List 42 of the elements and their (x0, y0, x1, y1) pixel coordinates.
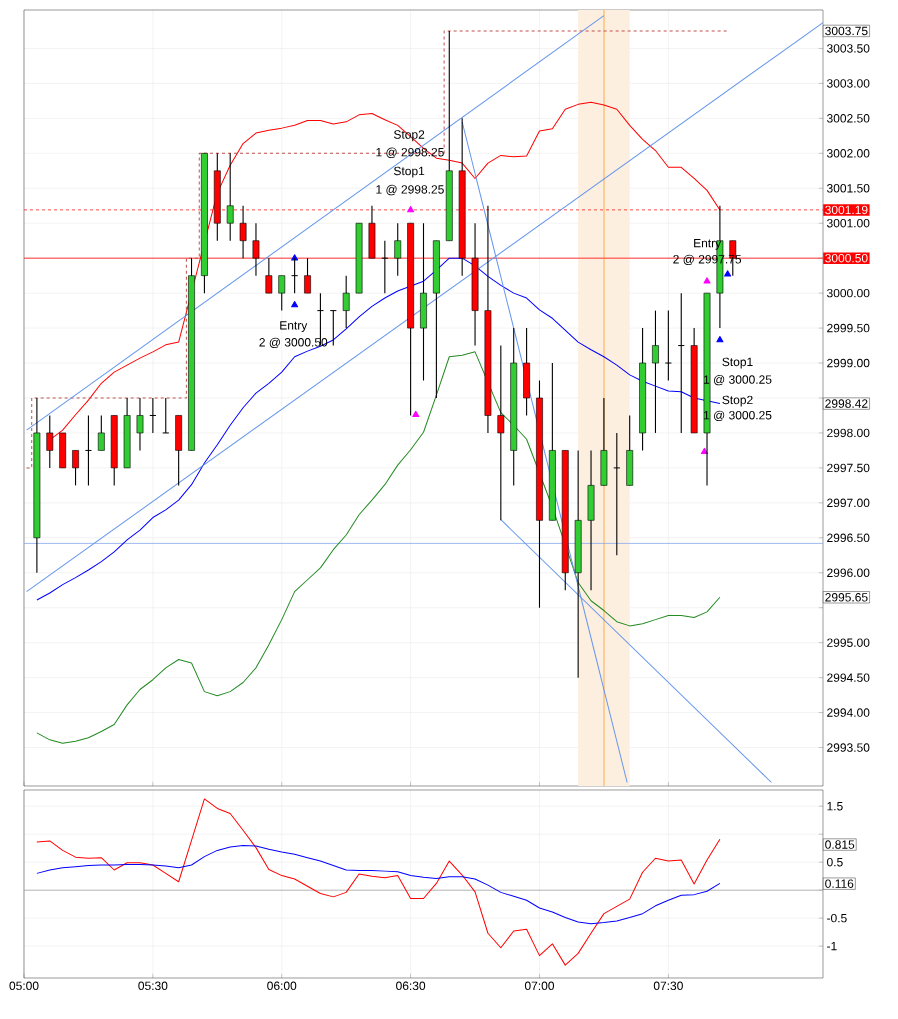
y-tick-label: 3002.50 (826, 114, 870, 123)
y-tick-label: 2997.00 (827, 498, 870, 508)
y-tick-label: 3000.00 (826, 288, 870, 298)
annotation: Stop2 (722, 395, 753, 407)
y-tick-label: 2996.50 (827, 533, 870, 543)
y-tick-label: 3002.00 (826, 149, 870, 158)
y-tick-label: 2994.50 (827, 673, 870, 682)
ref-line-label: 3001.19 (825, 205, 868, 215)
annotation: Stop1 (722, 357, 753, 369)
y-tick-label: 0.5 (827, 857, 843, 867)
y-tick-label: 2993.50 (827, 743, 870, 752)
y-tick-label: 2995.00 (827, 638, 870, 647)
x-tick-label: 05:00 (9, 981, 39, 991)
text: 0.116 (825, 879, 854, 888)
annotation: Entry (280, 321, 308, 332)
y-tick-label: -0.5 (827, 913, 847, 923)
ref-line-label: 3000.50 (825, 253, 868, 263)
y-tick-label: 3001.00 (826, 218, 870, 228)
annotation: 1 @ 2998.25 (376, 184, 444, 196)
y-tick-label: 3003.50 (826, 44, 870, 53)
x-tick-label: 06:00 (267, 981, 297, 991)
y-tick-label: 2994.00 (827, 708, 870, 717)
y-tick-label: 3003.00 (826, 79, 870, 88)
y-tick-label: 2997.50 (827, 463, 870, 473)
y-tick-label: 2999.50 (827, 323, 870, 333)
y-tick-label: 2996.00 (827, 568, 870, 578)
y-tick-label: 2999.00 (827, 358, 870, 368)
x-tick-label: 06:30 (396, 981, 426, 991)
text: 3003.75 (825, 26, 868, 36)
x-tick-label: 05:30 (138, 981, 168, 991)
x-tick-label: 07:00 (524, 981, 555, 991)
y-tick-label: 3001.50 (826, 184, 870, 193)
y-tick-label: 2998.00 (827, 428, 870, 438)
text: 2998.42 (825, 399, 868, 408)
x-tick-label: 07:30 (653, 981, 683, 991)
annotation: Stop1 (393, 166, 425, 178)
annotation: 1 @ 3000.25 (703, 374, 772, 386)
y-tick-label: 1.5 (827, 802, 843, 811)
text: 2995.65 (825, 593, 868, 602)
annotation: 1 @ 3000.25 (703, 410, 772, 422)
text: 0.815 (825, 840, 855, 849)
y-tick-label: -1 (827, 941, 837, 951)
